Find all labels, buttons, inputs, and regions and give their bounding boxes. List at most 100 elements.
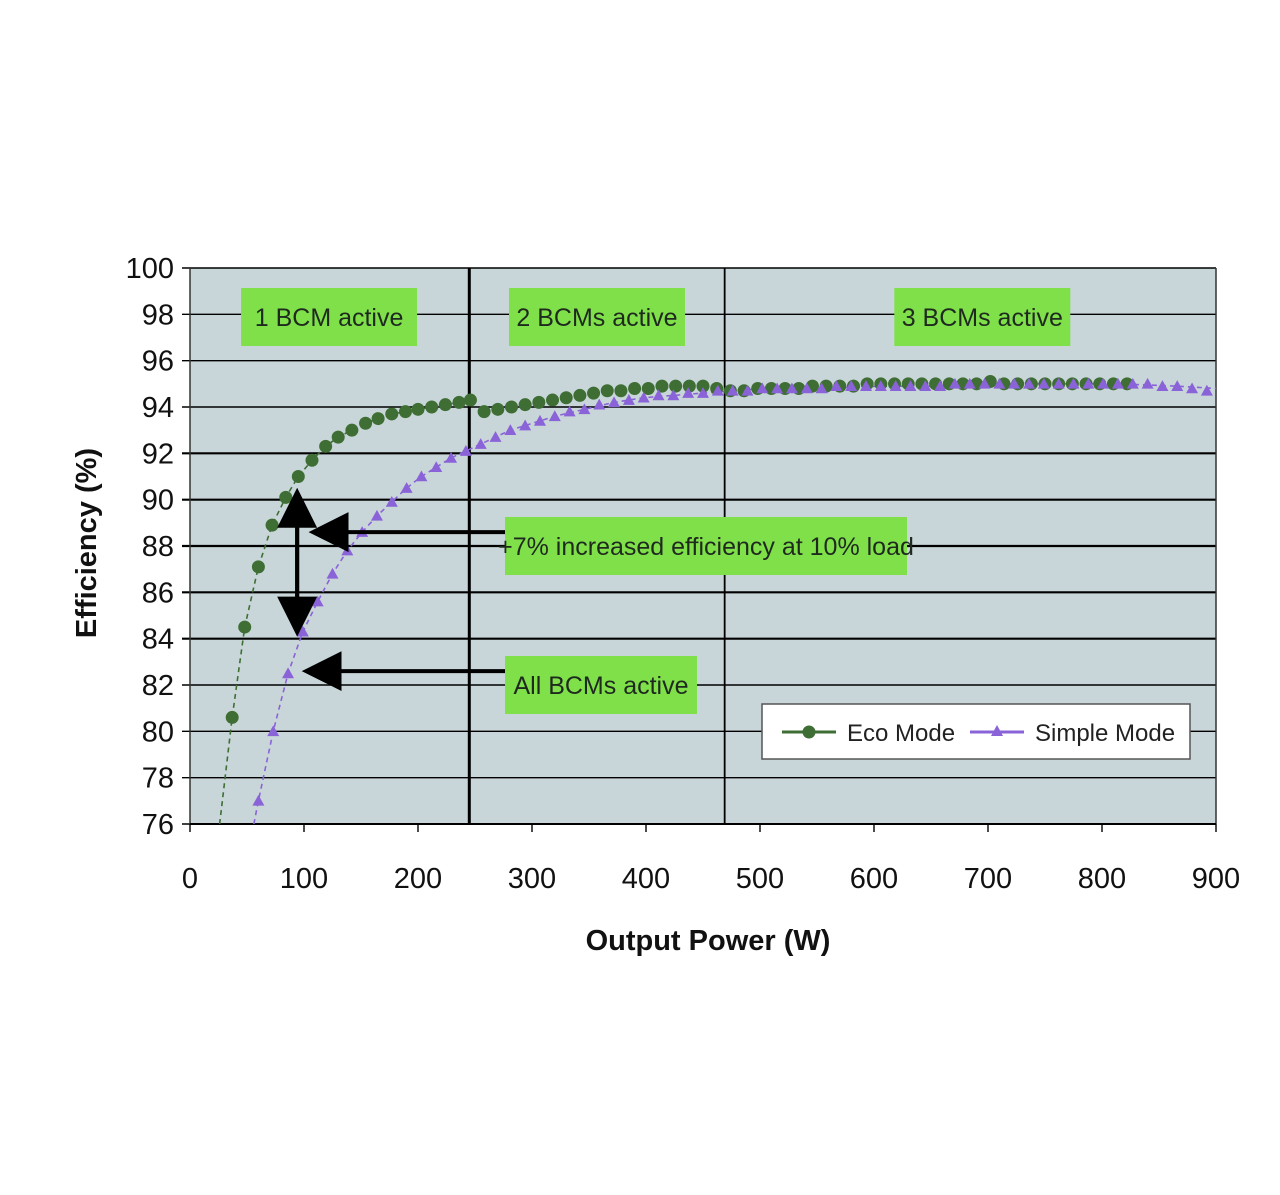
eco-mode-point	[265, 518, 279, 532]
eco-mode-point	[359, 416, 373, 430]
simple-mode-point	[504, 424, 517, 435]
eco-mode-point	[463, 393, 477, 407]
y-tick-label: 82	[142, 670, 174, 702]
simple-mode-point	[860, 380, 873, 391]
simple-mode-point	[563, 405, 576, 417]
simple-mode-point	[1097, 377, 1110, 389]
x-tick-label: 900	[1192, 863, 1240, 895]
simple-mode-point	[726, 384, 739, 396]
simple-mode-point	[1186, 382, 1199, 394]
eco-mode-point	[655, 379, 669, 393]
region-boundaries: 1 BCM active 2 BCMs active 3 BCMs active	[241, 268, 1071, 824]
simple-mode-point	[1067, 377, 1080, 389]
simple-mode-point	[370, 509, 383, 521]
simple-mode-point	[474, 438, 487, 449]
simple-mode-point	[519, 419, 532, 431]
eco-mode-point	[331, 430, 345, 444]
y-tick-label: 86	[142, 577, 174, 609]
simple-mode-point	[282, 667, 295, 679]
eco-mode-point	[587, 386, 601, 400]
simple-mode-point	[785, 382, 798, 394]
simple-mode-point	[934, 380, 947, 391]
simple-mode-point	[267, 725, 280, 737]
region-label-2-bcms-active: 2 BCMs active	[516, 304, 677, 332]
y-tick-label: 96	[142, 346, 174, 378]
simple-mode-point	[430, 461, 443, 473]
simple-mode-point	[415, 470, 428, 482]
simple-mode-point	[904, 380, 917, 391]
x-tick-label: 200	[394, 863, 442, 895]
simple-mode-point	[608, 396, 621, 408]
grid-lines: 76 78 80 82 84 86 88 90 92 94 96 98 100 0 100 200 300 400…	[126, 253, 1241, 895]
legend: Eco Mode Simple Mode	[761, 703, 1191, 760]
data-series	[225, 375, 1213, 806]
x-tick-label: 700	[964, 863, 1012, 895]
simple-mode-point	[667, 389, 680, 401]
simple-mode-point	[963, 377, 976, 389]
simple-mode-point	[489, 431, 502, 442]
eco-mode-point	[641, 381, 655, 395]
eco-mode-point	[279, 490, 293, 504]
eco-mode-point	[546, 393, 560, 407]
simple-mode-point	[1111, 377, 1124, 389]
simple-mode-point	[1126, 377, 1139, 389]
region-label-3-bcms-active: 3 BCMs active	[902, 304, 1063, 332]
simple-mode-point	[756, 382, 769, 394]
eco-mode-point	[425, 400, 439, 414]
simple-mode-point	[1200, 384, 1213, 396]
simple-mode-point	[1141, 377, 1154, 389]
simple-mode-point	[815, 382, 828, 394]
x-tick-label: 100	[280, 863, 328, 895]
y-tick-label: 76	[142, 809, 174, 841]
simple-mode-point	[1052, 377, 1065, 389]
y-tick-label: 94	[142, 392, 174, 424]
simple-mode-point	[682, 387, 695, 398]
legend-eco-marker	[802, 725, 816, 739]
eco-mode-point	[291, 470, 305, 483]
eco-mode-point	[345, 423, 359, 437]
x-tick-label: 800	[1078, 863, 1126, 895]
eco-mode-point	[628, 381, 642, 395]
eco-mode-point	[477, 405, 491, 419]
y-tick-label: 92	[142, 438, 174, 470]
simple-mode-point	[533, 414, 546, 426]
simple-mode-point	[978, 377, 991, 389]
eco-mode-point	[559, 391, 573, 405]
simple-mode-point	[593, 398, 606, 410]
simple-mode-point	[548, 410, 561, 422]
legend-eco-label: Eco Mode	[847, 720, 955, 747]
eco-mode-point	[319, 439, 333, 453]
simple-mode-point	[385, 495, 398, 507]
simple-mode-point	[845, 380, 858, 391]
simple-mode-point	[741, 384, 754, 396]
simple-mode-point	[445, 451, 458, 463]
eco-mode-point	[385, 407, 399, 421]
eco-mode-point	[411, 402, 425, 416]
eco-mode-point	[398, 405, 412, 419]
x-tick-label: 600	[850, 863, 898, 895]
eco-mode-point	[682, 379, 696, 393]
simple-mode-point	[1171, 380, 1184, 391]
y-tick-label: 78	[142, 763, 174, 795]
eco-mode-point	[371, 412, 385, 426]
eco-mode-point	[696, 379, 710, 393]
simple-mode-point	[771, 382, 784, 394]
simple-mode-point	[993, 377, 1006, 389]
y-tick-label: 100	[126, 253, 174, 285]
simple-mode-point	[1008, 377, 1021, 389]
annotation-box	[505, 656, 697, 714]
simple-mode-point	[697, 387, 709, 398]
eco-mode-point	[238, 620, 252, 634]
simple-mode-point	[652, 389, 665, 401]
simple-mode-point	[874, 380, 887, 391]
y-tick-label: 88	[142, 531, 174, 563]
simple-mode-point	[578, 403, 591, 415]
x-axis-title: Output Power (W)	[586, 925, 831, 957]
simple-mode-point	[252, 794, 265, 806]
x-tick-label: 0	[182, 863, 198, 895]
eco-mode-point	[669, 379, 683, 393]
eco-mode-point	[504, 400, 518, 414]
region-label-box	[508, 288, 685, 346]
x-tick-label: 300	[508, 863, 556, 895]
